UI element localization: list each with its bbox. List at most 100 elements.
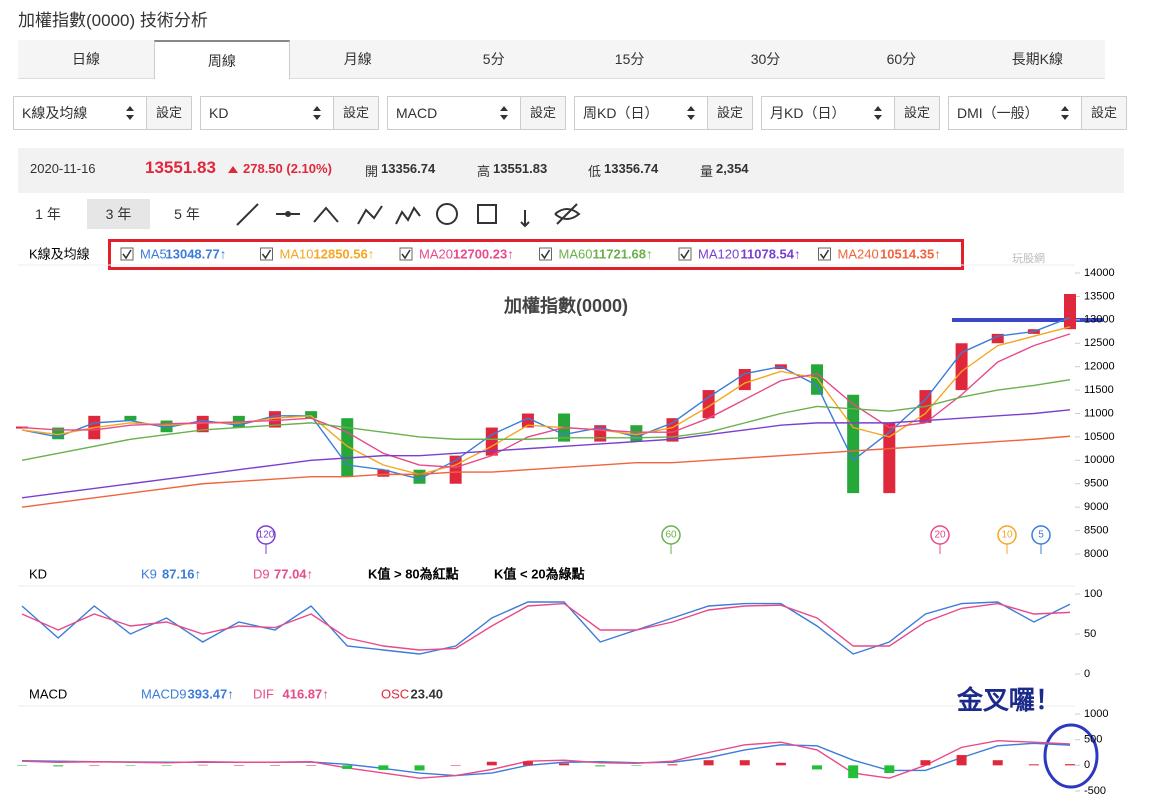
button[interactable]: 設定: [520, 96, 566, 130]
candle: [883, 422, 896, 494]
osc-bar: [739, 760, 750, 766]
checkbox: [399, 247, 413, 261]
selector[interactable]: DMI（一般）: [948, 96, 1082, 130]
y-tick-label: 100: [1084, 588, 1102, 600]
tab[interactable]: 日線: [18, 40, 154, 79]
series-line: [21, 602, 1071, 651]
ma-marker-label: 5: [1038, 530, 1044, 541]
y-tick-label: 10000: [1084, 454, 1115, 466]
legend-value: 393.47↑: [188, 686, 234, 701]
osc-bar: [920, 760, 931, 766]
legend-value: 10514.35↑: [880, 246, 941, 261]
osc-bar: [522, 761, 533, 766]
legend-value: 13048.77↑: [166, 246, 227, 261]
osc-bar: [595, 765, 606, 767]
checkbox: [539, 247, 552, 261]
check: [680, 249, 690, 260]
checkbox: [818, 247, 831, 261]
candle: [196, 415, 209, 433]
caret: [874, 106, 882, 111]
button[interactable]: 設定: [146, 96, 192, 130]
tab[interactable]: 月線: [289, 40, 426, 79]
tab[interactable]: 長期K線: [969, 40, 1106, 79]
selector[interactable]: KD: [200, 96, 334, 130]
selector[interactable]: 月KD（日）: [761, 96, 895, 130]
legend-value: 12700.23↑: [453, 246, 514, 261]
quote-value: 2,354: [716, 161, 749, 176]
button[interactable]: 設定: [894, 96, 940, 130]
ma-marker: [997, 525, 1017, 545]
osc-bar: [848, 765, 859, 779]
candle: [991, 333, 1004, 344]
osc-bar: [161, 765, 172, 766]
annotation: 金叉囉！: [956, 685, 1061, 716]
candle: [521, 413, 534, 428]
caret: [313, 115, 321, 120]
checkbox: [120, 247, 134, 261]
watermark: 玩股網: [1012, 253, 1045, 265]
candle: [702, 390, 715, 419]
range-button[interactable]: 5 年: [174, 206, 200, 222]
legend-value: 12850.56↑: [314, 246, 375, 261]
osc-bar: [125, 765, 136, 766]
button[interactable]: 設定: [1081, 96, 1127, 130]
panel-label: MACD: [29, 686, 67, 701]
tab[interactable]: 周線: [153, 40, 290, 79]
caret: [500, 115, 508, 120]
y-tick-label: -500: [1084, 785, 1106, 797]
caret: [874, 115, 882, 120]
osc-bar: [197, 764, 208, 766]
legend-name: MACD9: [141, 686, 187, 701]
quote-bar: [18, 148, 1124, 193]
quote-label: 開: [365, 164, 379, 179]
tab[interactable]: 30分: [697, 40, 834, 79]
series-line: [21, 742, 1071, 777]
candle: [160, 420, 173, 433]
candle: [124, 415, 137, 421]
range-button[interactable]: 1 年: [35, 206, 61, 222]
osc-bar: [631, 765, 642, 766]
selector[interactable]: 周KD（日）: [574, 96, 708, 130]
series-line: [21, 435, 1071, 508]
button[interactable]: 設定: [333, 96, 379, 130]
caret: [1061, 106, 1069, 111]
quote-label: 低: [588, 164, 602, 179]
checkbox: [678, 247, 692, 261]
caret: [313, 106, 321, 111]
caret: [687, 115, 695, 120]
quote-label: 高: [477, 164, 491, 179]
legend-name: DIF: [253, 686, 274, 701]
osc-bar: [342, 765, 353, 769]
legend-value: 11078.54↑: [741, 246, 801, 261]
quote-date: 2020-11-16: [30, 161, 96, 176]
osc-bar: [1028, 764, 1039, 766]
legend-value: 11721.68↑: [593, 246, 653, 261]
osc-bar: [306, 765, 317, 766]
tab[interactable]: 60分: [833, 40, 970, 79]
check: [540, 249, 551, 260]
caret: [500, 106, 508, 111]
candle: [305, 411, 318, 419]
selector[interactable]: K線及均線: [13, 96, 147, 130]
caret: [126, 115, 134, 120]
highlight-box: [108, 239, 964, 270]
y-tick-label: 9000: [1084, 501, 1108, 513]
legend-name: D9: [253, 566, 270, 581]
check: [261, 249, 272, 260]
caret: [687, 106, 695, 111]
note: K值 < 20為綠點: [494, 566, 585, 581]
tab[interactable]: 15分: [561, 40, 698, 79]
selector[interactable]: MACD: [387, 96, 521, 130]
range-button[interactable]: 3 年: [87, 199, 150, 229]
osc-bar: [269, 765, 280, 766]
button[interactable]: 設定: [707, 96, 753, 130]
legend-name: MA60: [559, 246, 593, 261]
series-line: [21, 333, 1071, 469]
checkbox: [260, 247, 273, 261]
series-line: [21, 409, 1071, 499]
y-tick-label: 14000: [1084, 267, 1115, 279]
legend-name: MA120: [698, 246, 739, 261]
legend-value: 23.40: [411, 686, 444, 701]
tab[interactable]: 5分: [425, 40, 562, 79]
quote-value: 13356.74: [604, 161, 659, 176]
